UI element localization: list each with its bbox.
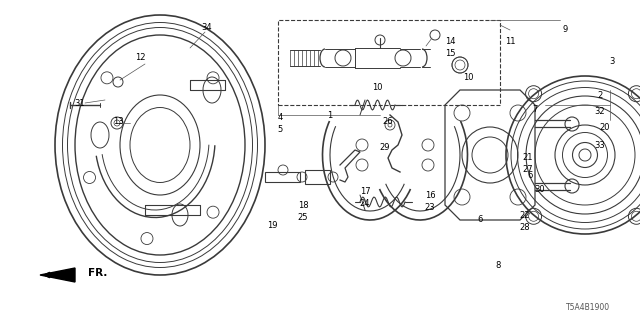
Text: 22: 22 [520, 211, 531, 220]
Text: 16: 16 [425, 190, 435, 199]
Bar [278, 20, 500, 105]
FancyArrowPatch shape [45, 273, 72, 277]
Text: 17: 17 [360, 188, 371, 196]
Text: 29: 29 [380, 142, 390, 151]
Text: 32: 32 [595, 108, 605, 116]
Text: 26: 26 [383, 117, 394, 126]
Text: 31: 31 [75, 99, 85, 108]
Text: 25: 25 [298, 212, 308, 221]
Text: 24: 24 [360, 199, 371, 209]
Text: T5A4B1900: T5A4B1900 [566, 303, 610, 313]
Text: 3: 3 [609, 58, 614, 67]
Text: 27: 27 [523, 165, 533, 174]
Text: 7: 7 [532, 106, 538, 115]
Text: 9: 9 [563, 26, 568, 35]
Text: 30: 30 [534, 186, 545, 195]
Text: 5: 5 [277, 125, 283, 134]
Text: 33: 33 [595, 140, 605, 149]
Polygon shape [40, 268, 75, 282]
Text: 21: 21 [523, 154, 533, 163]
Text: 1: 1 [328, 110, 333, 119]
Text: 13: 13 [113, 117, 124, 126]
Text: 6: 6 [527, 171, 532, 180]
Text: FR.: FR. [88, 268, 108, 278]
Text: 11: 11 [505, 37, 515, 46]
Text: 19: 19 [267, 220, 277, 229]
Text: 12: 12 [135, 52, 145, 61]
Text: 28: 28 [520, 223, 531, 233]
Text: 10: 10 [372, 84, 382, 92]
Text: 20: 20 [600, 124, 611, 132]
Text: 18: 18 [298, 201, 308, 210]
Text: 34: 34 [202, 23, 212, 33]
Text: 14: 14 [445, 37, 455, 46]
Text: 10: 10 [463, 73, 473, 82]
Text: 4: 4 [277, 114, 283, 123]
Text: 23: 23 [425, 204, 435, 212]
Text: 2: 2 [597, 91, 603, 100]
Text: 15: 15 [445, 50, 455, 59]
Text: 6: 6 [477, 215, 483, 225]
Text: 8: 8 [495, 260, 500, 269]
